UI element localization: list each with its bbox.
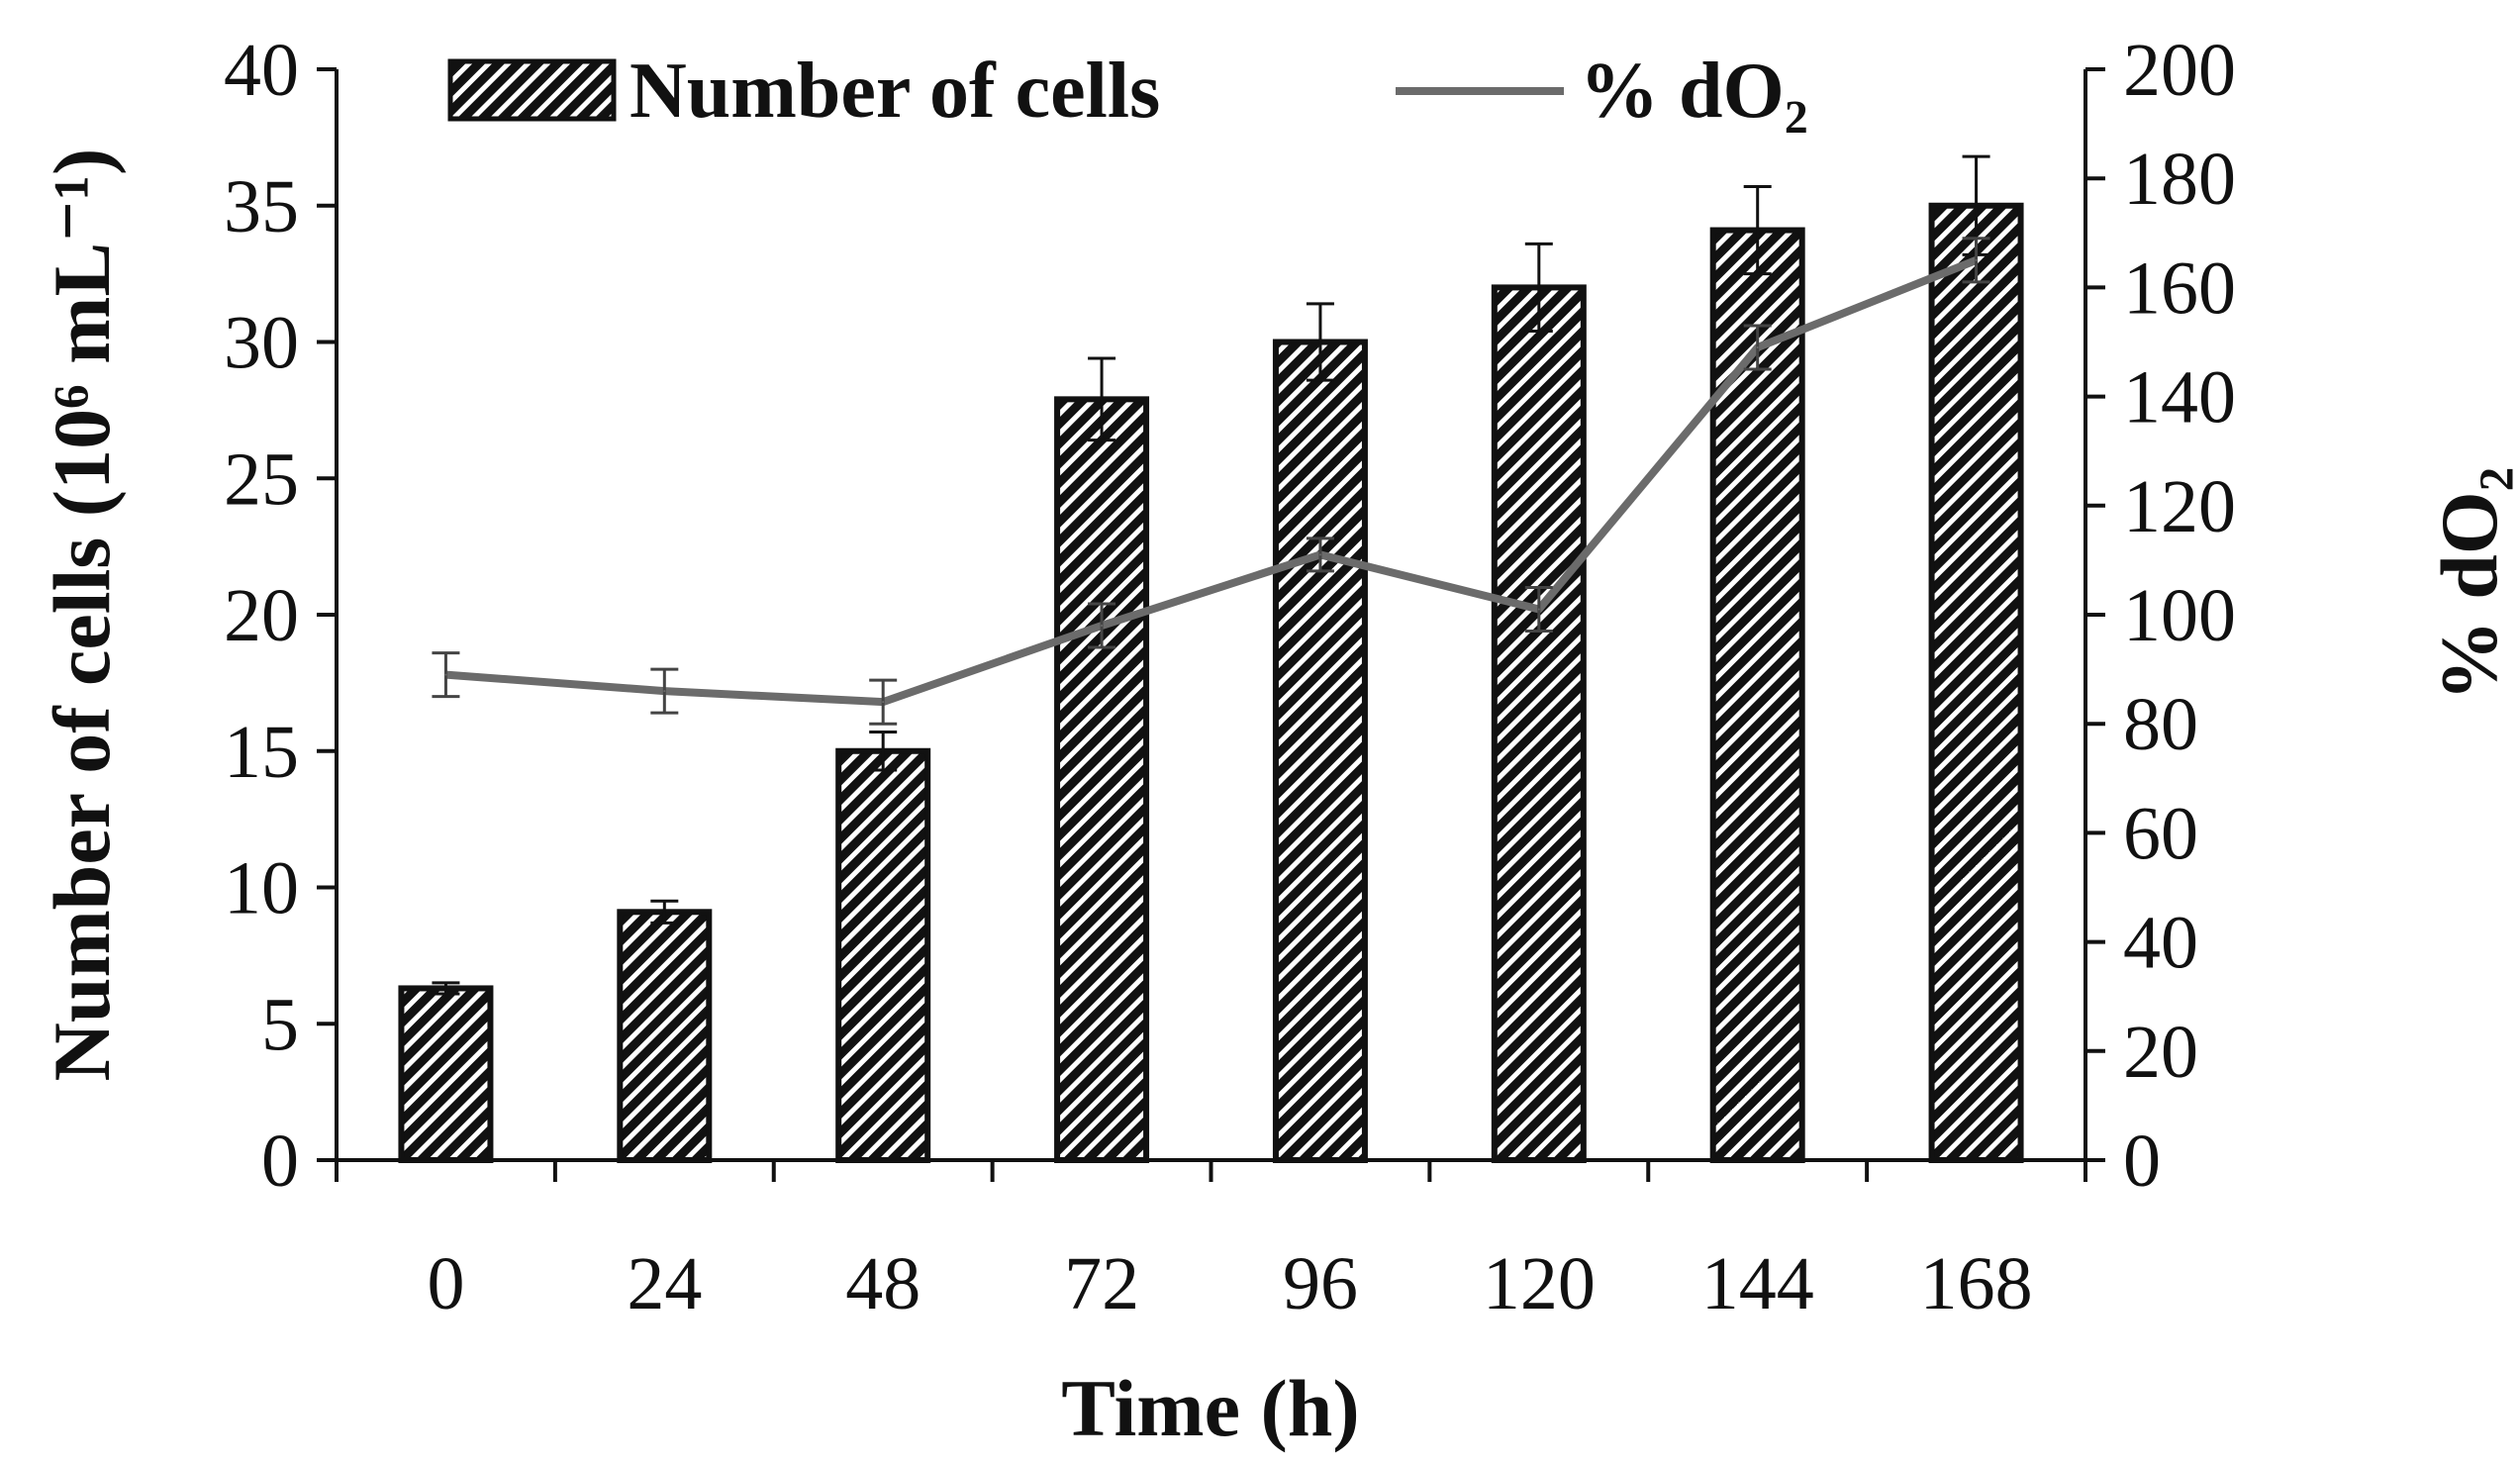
do2-point-96	[1318, 553, 1321, 556]
bar-24	[617, 909, 713, 1163]
bar-error-96	[1306, 302, 1334, 382]
legend-bar-label: Number of cells	[630, 48, 1160, 135]
bar-96	[1272, 339, 1368, 1163]
y-tick-label: 40	[224, 29, 299, 112]
do2-point-24	[663, 690, 666, 693]
y-tick-label: 30	[224, 302, 299, 385]
y2-tick-label: 40	[2123, 902, 2198, 985]
bar-error-144	[1743, 184, 1772, 276]
do2-point-48	[882, 701, 885, 704]
y2-tick-label: 160	[2123, 246, 2236, 330]
y-tick-label: 20	[224, 574, 299, 657]
y-tick-label: 10	[224, 847, 299, 930]
legend: Number of cells % dO₂	[447, 48, 1808, 135]
x-tick-label: 144	[1701, 1242, 1814, 1325]
y-tick-label: 15	[224, 711, 299, 794]
y2-tick-label: 60	[2123, 792, 2198, 875]
bar-error-72	[1088, 356, 1116, 442]
bar-error-120	[1524, 242, 1553, 333]
y2-tick-label: 140	[2123, 356, 2236, 440]
do2-point-144	[1756, 346, 1759, 349]
y-tick-label: 35	[224, 165, 299, 248]
bar-168	[1928, 202, 2024, 1163]
legend-line-label: % dO₂	[1580, 48, 1808, 135]
bar-48	[835, 747, 931, 1163]
bar-72	[1054, 396, 1150, 1164]
bar-error-48	[869, 730, 898, 772]
y-tick-label: 5	[261, 983, 299, 1066]
y2-tick-label: 80	[2123, 683, 2198, 766]
y-tick-label: 25	[224, 438, 299, 521]
y2-tick-label: 120	[2123, 465, 2236, 548]
y2-tick-label: 200	[2123, 29, 2236, 112]
do2-point-120	[1537, 608, 1540, 611]
bar-0	[398, 985, 494, 1163]
y2-tick-label: 100	[2123, 574, 2236, 657]
y-axis-title: Number of cells (10⁶ mL⁻¹)	[37, 148, 127, 1082]
y-tick-label: 0	[261, 1120, 299, 1203]
ticks: 0 24 48 72 96 120 144 168 0 5 10 15 20 25 30 35 40 0 20 40 6…	[224, 29, 2236, 1325]
do2-point-0	[444, 673, 447, 676]
do2-line	[445, 256, 1979, 707]
do2-point-72	[1101, 625, 1104, 628]
x-axis-title: Time (h)	[1061, 1363, 1359, 1453]
y2-tick-label: 20	[2123, 1011, 2198, 1094]
legend-bar-swatch	[447, 58, 617, 122]
y2-tick-label: 180	[2123, 138, 2236, 221]
x-tick-label: 168	[1920, 1242, 2033, 1325]
y2-tick-label: 0	[2123, 1120, 2161, 1203]
bar-120	[1491, 284, 1587, 1163]
x-tick-label: 96	[1283, 1242, 1358, 1325]
x-tick-label: 120	[1483, 1242, 1596, 1325]
x-tick-label: 72	[1064, 1242, 1139, 1325]
plot-area	[398, 154, 2024, 1164]
x-tick-label: 0	[427, 1242, 464, 1325]
bar-error-0	[432, 981, 460, 996]
x-tick-label: 48	[845, 1242, 921, 1325]
bar-error-24	[650, 899, 679, 925]
x-tick-label: 24	[627, 1242, 702, 1325]
do2-point-168	[1975, 258, 1978, 261]
y2-axis-title: % dO₂	[2424, 467, 2514, 701]
